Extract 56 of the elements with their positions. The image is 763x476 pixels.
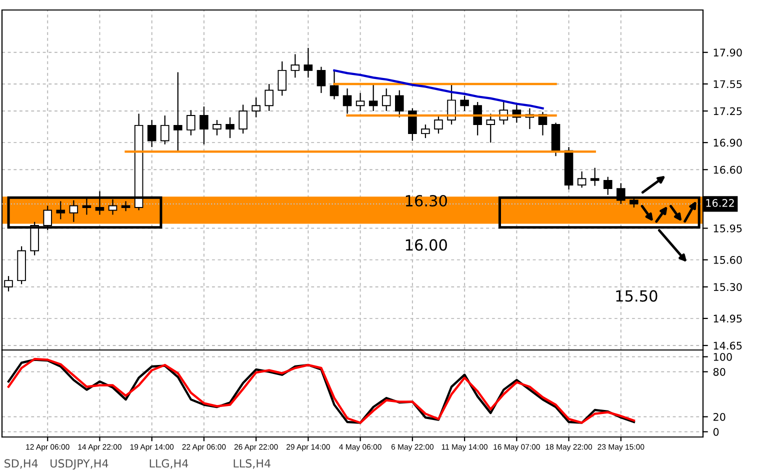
candlestick [486, 113, 496, 144]
y-tick-label: 80 [713, 368, 726, 376]
line-series [333, 69, 544, 110]
y-tick-label: 0 [713, 428, 719, 436]
candlestick [108, 198, 118, 216]
candlestick [290, 54, 300, 78]
y-tick-label: 14.95 [714, 314, 742, 323]
candlestick [473, 101, 482, 136]
y-tick-label: 17.25 [714, 107, 742, 116]
candlestick [342, 88, 352, 114]
candlestick [434, 114, 443, 134]
annotation: 16.00 [406, 239, 447, 251]
y-tick-label: 17.90 [714, 48, 742, 56]
y-tick-label: 16.90 [714, 138, 742, 147]
candlestick [160, 114, 170, 145]
ref-line-label: 16.22 [706, 199, 734, 207]
candlestick [69, 200, 78, 222]
y-tick-label: 16.60 [714, 166, 742, 174]
candlestick [238, 104, 248, 134]
candlestick [395, 90, 404, 118]
y-tick-label: 15.30 [714, 283, 742, 291]
text: LLS,H4 [234, 459, 270, 469]
candlestick [147, 119, 156, 148]
candlestick [577, 170, 586, 188]
candlestick [200, 106, 208, 145]
candlestick [278, 60, 287, 96]
y-tick-label: 100 [714, 352, 732, 361]
candlestick [264, 83, 274, 112]
candlestick [121, 200, 130, 212]
candlestick [408, 108, 417, 142]
candlestick [460, 95, 469, 112]
text: USDJPY,H4 [50, 459, 108, 470]
candlestick [590, 167, 600, 186]
y-tick-label: 15.95 [714, 224, 742, 232]
annotation: 16.30 [406, 194, 447, 207]
candlestick [382, 88, 391, 112]
candlestick [368, 83, 378, 112]
text: LLG,H4 [150, 459, 188, 469]
candlestick [304, 47, 313, 78]
text: SD,H4 [4, 459, 38, 469]
candlestick [330, 70, 339, 100]
candlestick [421, 124, 430, 139]
candlestick [252, 96, 260, 118]
candlestick [212, 119, 222, 136]
candlestick [174, 72, 182, 152]
candlestick [356, 92, 365, 112]
y-tick-label: 14.65 [714, 342, 742, 350]
candlestick [186, 110, 196, 136]
candlestick [226, 116, 234, 139]
y-tick-label: 17.55 [714, 80, 742, 88]
candlestick [56, 200, 66, 220]
candlestick [447, 83, 456, 126]
y-tick-label: 15.60 [714, 256, 742, 264]
annotation: 15.50 [616, 290, 658, 302]
y-tick-label: 20 [713, 412, 726, 421]
candlestick [316, 66, 326, 94]
